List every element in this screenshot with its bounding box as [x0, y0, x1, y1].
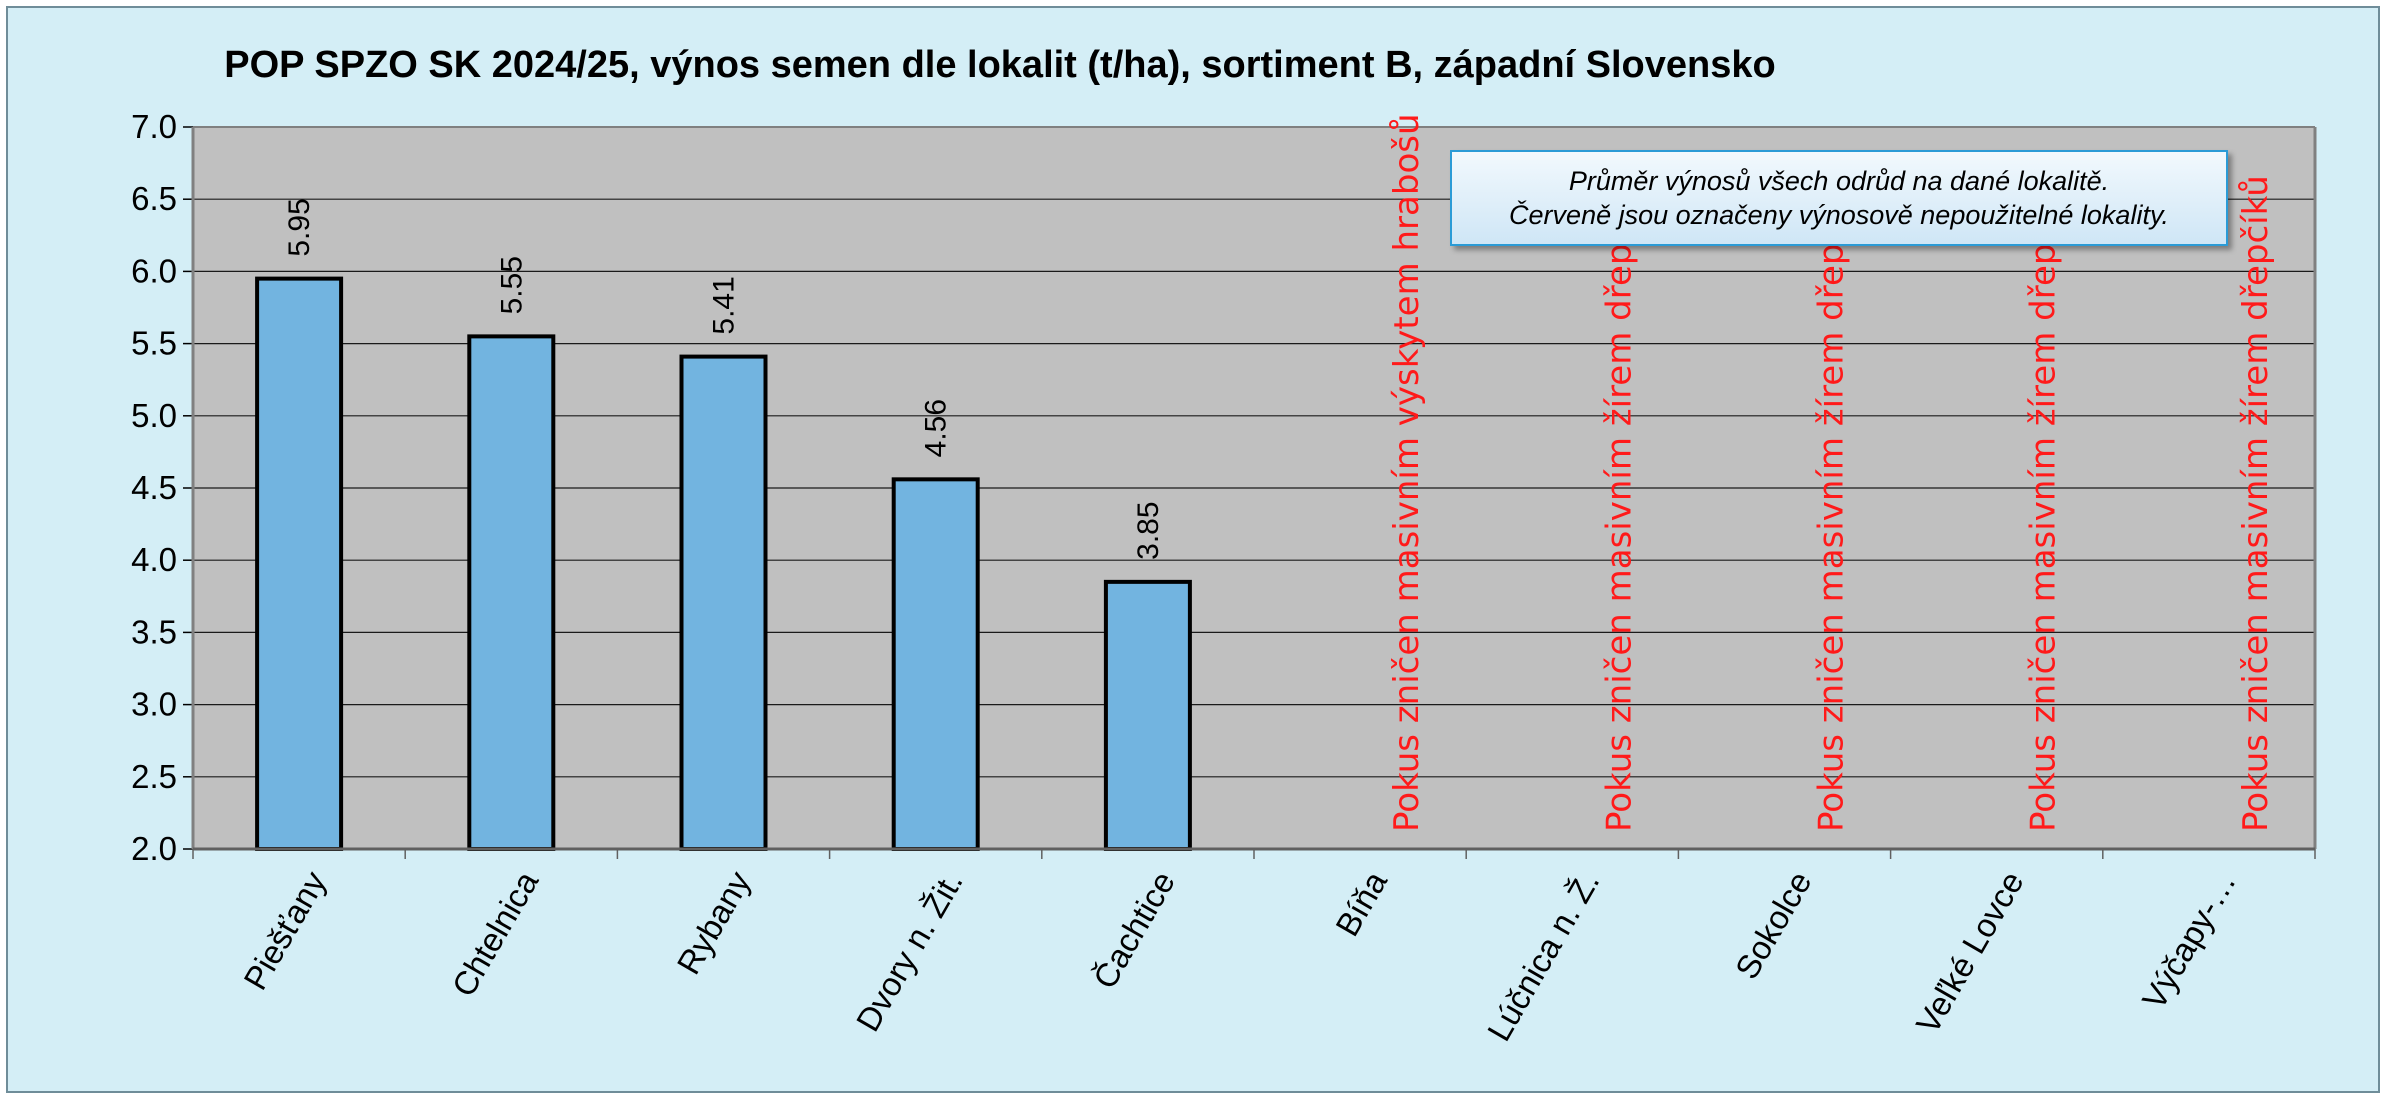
category-label: Veľké Lovce: [1909, 865, 2031, 1040]
category-label: Chtelnica: [445, 864, 546, 1002]
bar: [891, 477, 980, 851]
axes: [191, 126, 2317, 859]
y-tick-label: 3.0: [131, 686, 177, 723]
y-tick-label: 2.5: [131, 758, 177, 795]
category-label: Dvory n. Žit.: [849, 865, 970, 1038]
y-tick-label: 2.0: [131, 830, 177, 867]
unusable-label: Pokus zničen masivním žírem dřepčíků: [1599, 175, 1639, 832]
annotation-line-2: Červeně jsou označeny výnosově nepoužite…: [1509, 200, 2169, 230]
annotation-box: Průměr výnosů všech odrůd na dané lokali…: [1450, 150, 2228, 246]
y-tick-labels: 2.0 2.5 3.0 3.5 4.0 4.5 5.0 5.5 6.0 6.5 7.0: [131, 108, 177, 867]
category-label: Čachtice: [1086, 865, 1182, 995]
category-labels: Piešťany Chtelnica Rybany Dvory n. Žit. Čach…: [236, 864, 2243, 1047]
y-tick-label: 4.5: [131, 469, 177, 506]
unusable-label: Pokus zničen masivním žírem dřepčíků: [2024, 175, 2064, 832]
data-label: 5.41: [708, 276, 741, 334]
bar: [679, 354, 768, 851]
category-label: Lúčnica n. Ž.: [1480, 865, 1607, 1047]
data-label: 4.56: [920, 399, 953, 457]
y-tick-label: 6.0: [131, 252, 177, 289]
data-label: 5.55: [495, 256, 528, 314]
category-label: Rybany: [670, 865, 758, 981]
y-tick-label: 6.5: [131, 180, 177, 217]
data-labels: 5.95 5.55 5.41 4.56 3.85: [283, 198, 1165, 560]
y-tick-label: 4.0: [131, 541, 177, 578]
category-label: Sokolce: [1728, 865, 1819, 985]
data-label: 5.95: [283, 198, 316, 256]
unusable-label: Pokus zničen masivním žírem dřepčíků: [2236, 175, 2276, 832]
category-label: Piešťany: [236, 865, 333, 996]
y-tick-label: 5.5: [131, 325, 177, 362]
bars: [255, 276, 1192, 851]
bar: [1103, 579, 1192, 851]
category-label: Výčapy-…: [2135, 865, 2243, 1015]
y-tick-label: 5.0: [131, 397, 177, 434]
annotation-line-1: Průměr výnosů všech odrůd na dané lokali…: [1568, 166, 2110, 196]
chart-title: POP SPZO SK 2024/25, výnos semen dle lok…: [224, 44, 1776, 86]
bar: [255, 276, 344, 851]
y-tick-label: 3.5: [131, 613, 177, 650]
unusable-label: Pokus zničen masivním výskytem hrabošů: [1387, 113, 1427, 832]
category-label: Bíňa: [1328, 864, 1394, 942]
bar: [467, 334, 556, 851]
data-label: 3.85: [1132, 501, 1165, 559]
unusable-label: Pokus zničen masivním žírem dřepčíků: [1812, 175, 1852, 832]
y-tick-label: 7.0: [131, 108, 177, 145]
unusable-labels: Pokus zničen masivním výskytem hrabošů Po…: [1387, 113, 2276, 832]
